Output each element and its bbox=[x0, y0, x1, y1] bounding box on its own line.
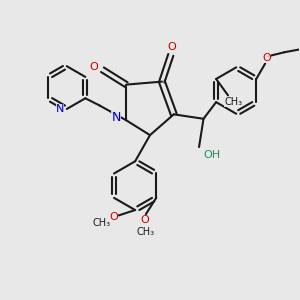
Text: O: O bbox=[90, 62, 98, 72]
Text: N: N bbox=[56, 104, 64, 114]
Text: O: O bbox=[262, 52, 271, 63]
Text: CH₃: CH₃ bbox=[137, 227, 155, 237]
Text: O: O bbox=[110, 212, 118, 222]
Text: O: O bbox=[141, 215, 149, 225]
Text: OH: OH bbox=[203, 150, 220, 161]
Text: N: N bbox=[112, 111, 121, 124]
Text: CH₃: CH₃ bbox=[93, 218, 111, 228]
Text: O: O bbox=[167, 42, 176, 52]
Text: CH₃: CH₃ bbox=[224, 97, 242, 107]
